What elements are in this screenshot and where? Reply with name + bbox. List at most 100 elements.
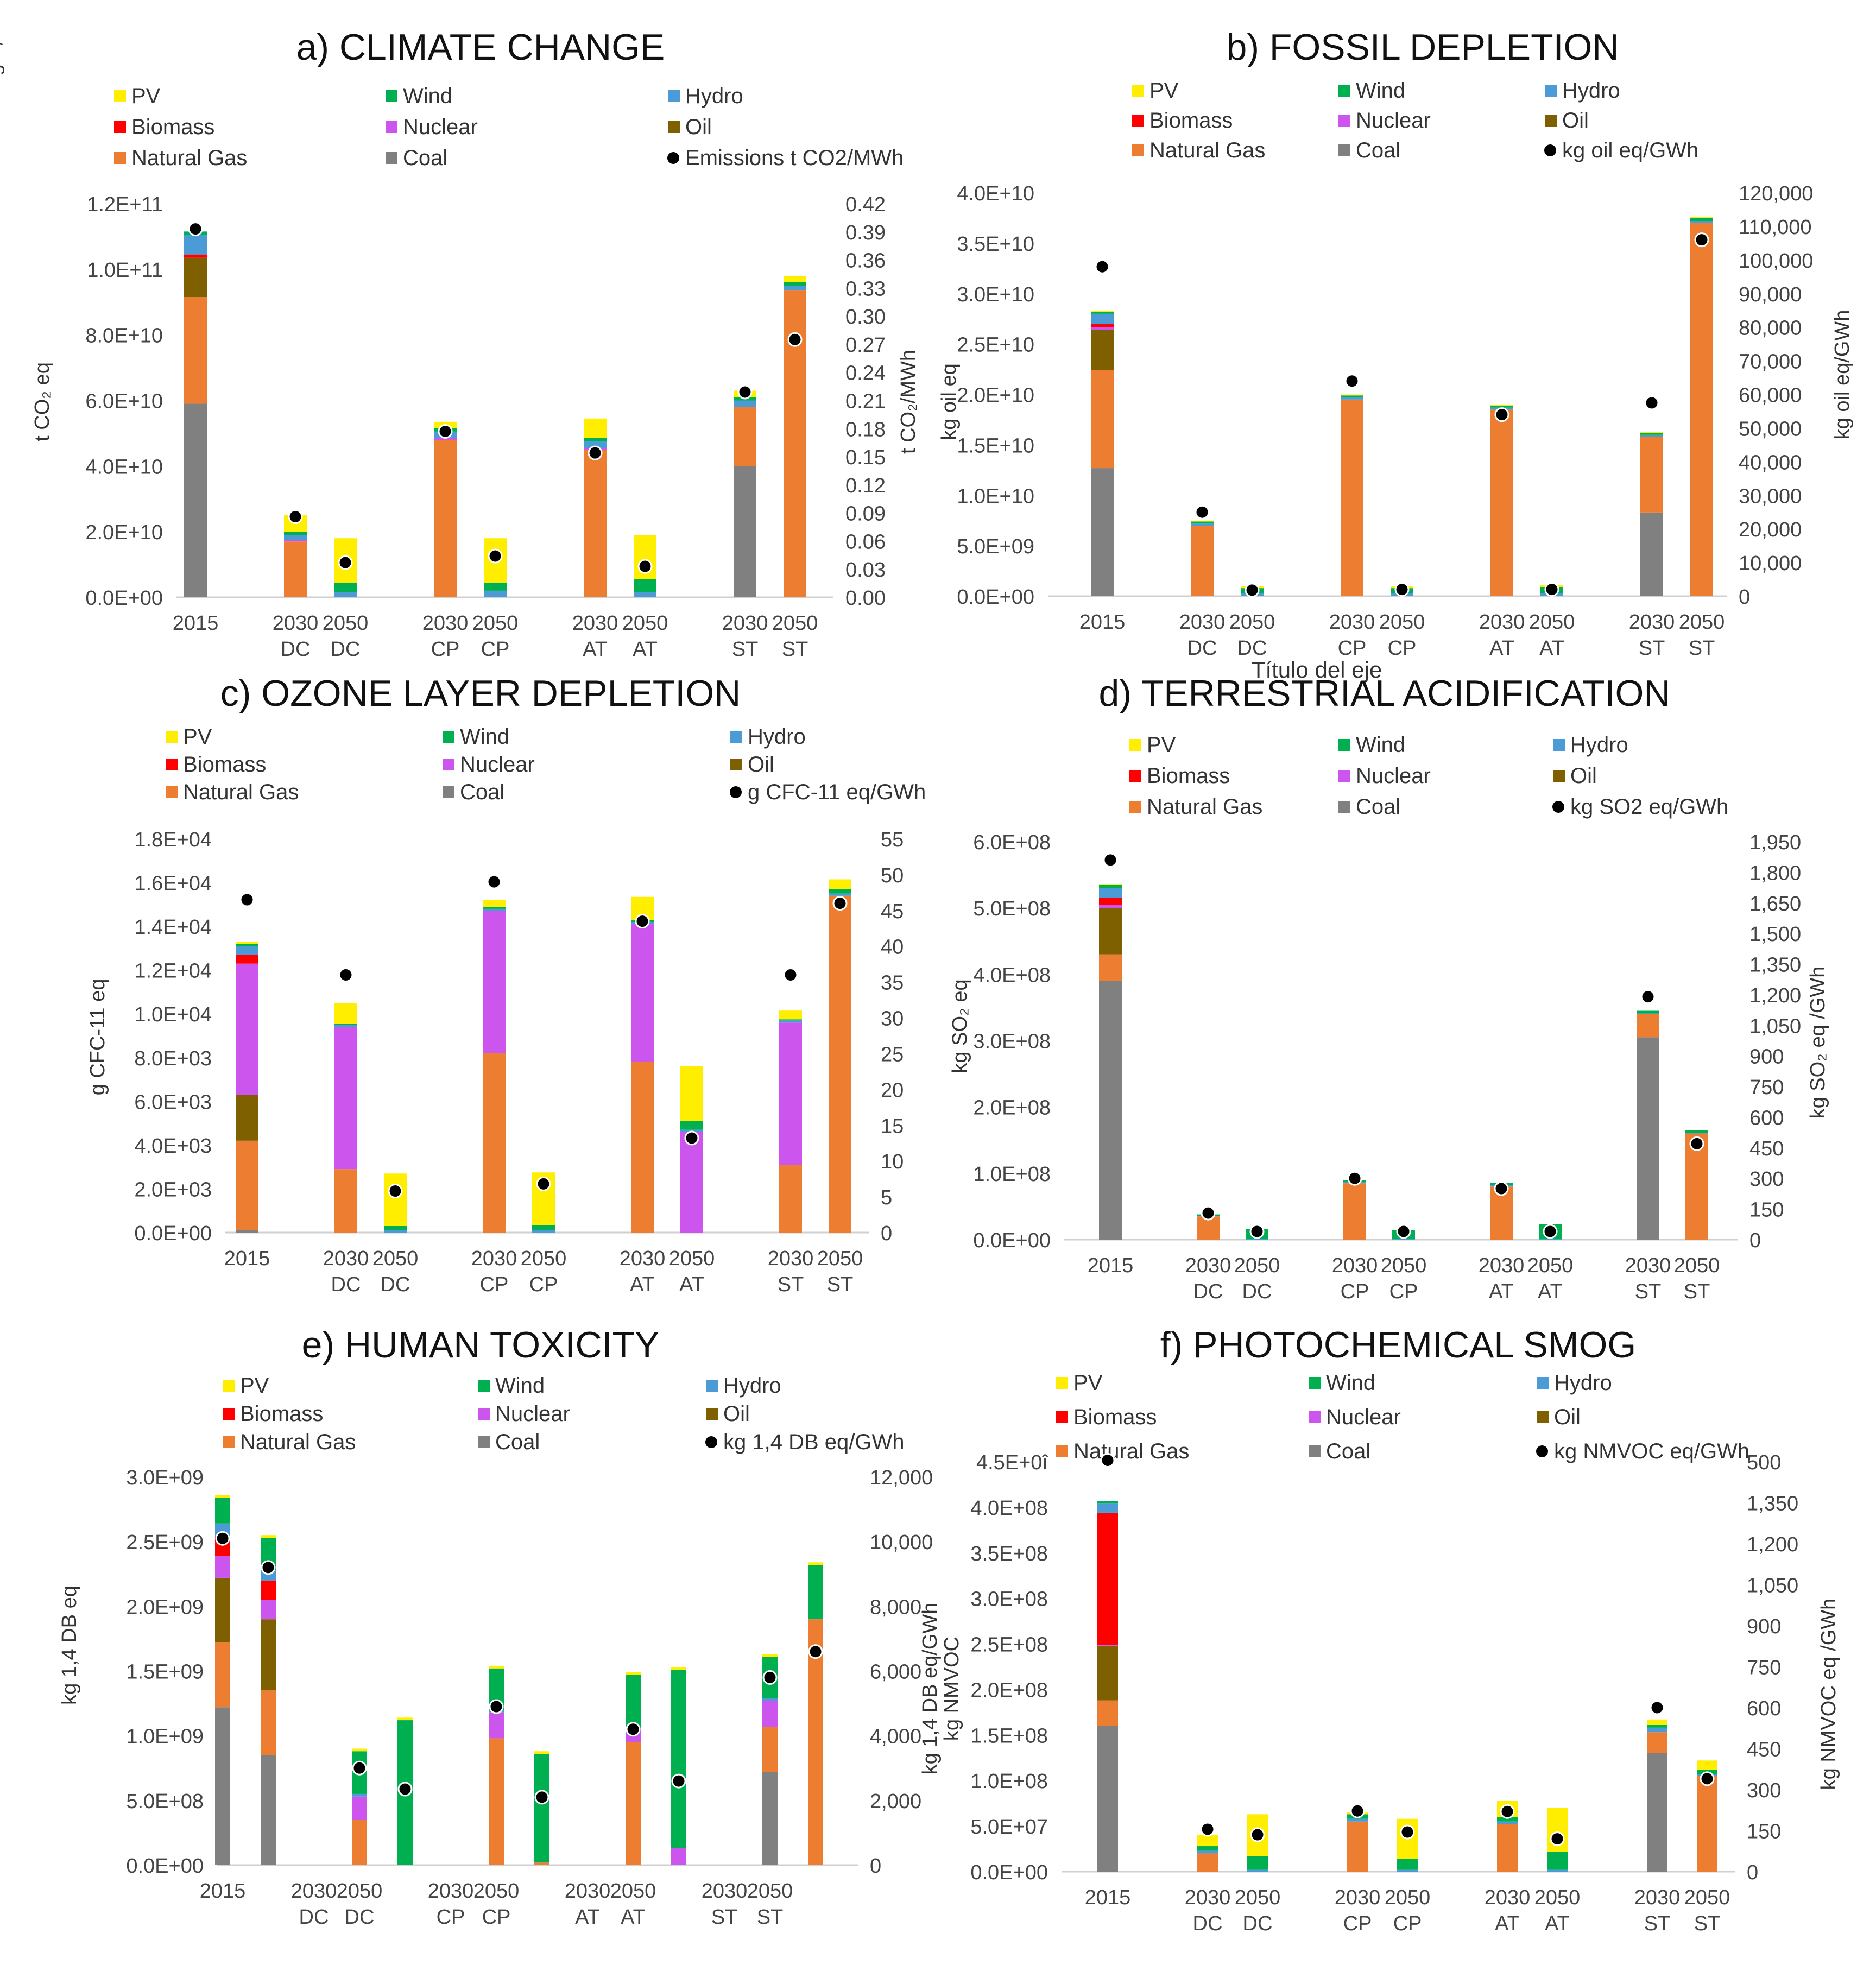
bar-segment-natural-gas xyxy=(584,450,607,597)
x-tick-year: 2015 xyxy=(1088,1254,1134,1277)
bar-segment-natural-gas xyxy=(352,1820,367,1865)
bar-segment-natural-gas xyxy=(1091,370,1114,469)
x-tick-year: 2050 xyxy=(1235,1886,1281,1909)
bar-segment-wind xyxy=(284,532,307,535)
y2-tick-label: 60,000 xyxy=(1739,384,1802,407)
bar-segment-pv xyxy=(489,1665,504,1669)
data-point-marker xyxy=(737,384,753,400)
y2-tick-label: 20,000 xyxy=(1739,519,1802,541)
bar-segment-hydro xyxy=(1247,1869,1268,1872)
bar-segment-hydro xyxy=(1547,1869,1568,1872)
data-point-marker xyxy=(671,1773,686,1789)
bar-segment-hydro xyxy=(532,1230,555,1233)
bar-segment-wind xyxy=(1490,405,1513,408)
bars xyxy=(1099,884,1708,1240)
x-tick-scenario: CP xyxy=(480,1273,509,1296)
x-tick-year: 2050 xyxy=(521,1247,567,1270)
bar-segment-wind xyxy=(1247,1856,1268,1870)
bar-segment-pv xyxy=(1099,884,1122,885)
bar-segment-hydro xyxy=(784,286,806,291)
bar-segment-hydro xyxy=(1539,1239,1562,1240)
bar-segment-wind xyxy=(1647,1724,1667,1728)
bar-segment-pv xyxy=(1647,1719,1667,1725)
legend-label: Natural Gas xyxy=(240,1430,356,1454)
x-tick-scenario: ST xyxy=(757,1906,784,1929)
x-tick-year: 2030 xyxy=(565,1880,611,1903)
bar-segment-biomass xyxy=(1091,324,1114,327)
chart-panel-5: e) HUMAN TOXICITY PV Wind Hydro Biomass Nucle… xyxy=(0,0,933,1929)
y2-tick-label: 900 xyxy=(1747,1615,1781,1638)
bar-segment-wind xyxy=(1690,218,1713,222)
bar-segment-biomass xyxy=(1099,898,1122,905)
legend-label: Nuclear xyxy=(1356,764,1431,788)
y2-tick-label: 10 xyxy=(881,1151,904,1173)
legend-item: Hydro xyxy=(730,725,806,749)
y-tick-label: 1.6E+04 xyxy=(134,873,212,895)
y2-tick-label: 110,000 xyxy=(1739,216,1812,239)
bar-segment-oil xyxy=(1097,1645,1118,1701)
data-point-marker xyxy=(1200,1822,1215,1837)
legend-swatch xyxy=(668,121,680,133)
legend-label: Oil xyxy=(1570,764,1597,788)
legend-swatch xyxy=(1132,85,1144,97)
x-tick-scenario: CP xyxy=(481,638,510,661)
legend-swatch xyxy=(114,90,126,102)
bars xyxy=(215,1495,823,1865)
bar-segment-natural-gas xyxy=(1640,437,1663,513)
x-tick-year: 2030 xyxy=(572,612,618,635)
bar-segment-pv xyxy=(352,1748,367,1752)
legend-label: Nuclear xyxy=(460,753,535,776)
legend-item: Biomass xyxy=(1129,764,1230,788)
bar-segment-pv xyxy=(1091,311,1114,312)
bar-segment-wind xyxy=(1197,1846,1218,1851)
x-tick-scenario: ST xyxy=(1635,1280,1662,1303)
legend-label: PV xyxy=(240,1374,269,1398)
legend-item: Oil xyxy=(668,115,712,139)
legend-marker-icon xyxy=(730,786,742,798)
y-tick-label: 4.0E+08 xyxy=(970,1497,1048,1520)
bars xyxy=(236,879,851,1233)
bar-segment-natural-gas xyxy=(1697,1776,1717,1872)
legend-swatch xyxy=(478,1380,490,1392)
legend-label: PV xyxy=(1073,1371,1103,1395)
y2-tick-label: 1,500 xyxy=(1749,923,1801,946)
bar-segment-wind xyxy=(1191,521,1214,524)
legend-swatch xyxy=(114,121,126,133)
x-tick-year: 2015 xyxy=(200,1880,246,1903)
legend-label: Coal xyxy=(495,1430,540,1454)
x-tick-scenario: ST xyxy=(1694,1912,1721,1935)
data-point-marker xyxy=(487,874,502,889)
x-tick-year: 2050 xyxy=(1234,1254,1280,1277)
bar-segment-biomass xyxy=(1097,1512,1118,1645)
bar-segment-pv xyxy=(1640,432,1663,433)
y-tick-label: 0.0E+00 xyxy=(970,1861,1048,1884)
data-point-marker xyxy=(261,1560,276,1575)
bar-segment-wind xyxy=(532,1224,555,1230)
data-point-marker xyxy=(1394,582,1410,597)
bar-segment-nuclear xyxy=(680,1132,703,1233)
y-tick-label: 2.0E+08 xyxy=(973,1097,1051,1120)
y2-tick-label: 0 xyxy=(1749,1229,1761,1252)
bar-segment-nuclear xyxy=(1097,1645,1118,1646)
bar-segment-nuclear xyxy=(1099,905,1122,908)
y-tick-label: 6.0E+03 xyxy=(134,1091,212,1114)
bar-segment-natural-gas xyxy=(1690,223,1713,597)
data-point-marker xyxy=(338,555,353,570)
bar-segment-natural-gas xyxy=(1343,1183,1366,1240)
x-tick-scenario: CP xyxy=(1393,1912,1422,1935)
legend-item: Coal xyxy=(478,1430,540,1454)
bar-segment-natural-gas xyxy=(626,1742,641,1865)
bar-segment-pv xyxy=(808,1562,823,1565)
legend-label: Wind xyxy=(1356,79,1405,103)
bar-segment-hydro xyxy=(334,592,357,597)
data-point-marker xyxy=(438,424,453,439)
legend-swatch xyxy=(1338,144,1350,156)
x-tick-scenario: ST xyxy=(1684,1280,1710,1303)
legend-swatch xyxy=(730,731,742,743)
x-tick-year: 2050 xyxy=(1385,1886,1431,1909)
y2-tick-label: 0.00 xyxy=(845,587,886,610)
y-tick-label: 3.0E+08 xyxy=(970,1588,1048,1611)
legend-label: Wind xyxy=(403,84,452,108)
bar-segment-pv xyxy=(483,900,506,907)
y-tick-label: 2.5E+08 xyxy=(970,1634,1048,1657)
